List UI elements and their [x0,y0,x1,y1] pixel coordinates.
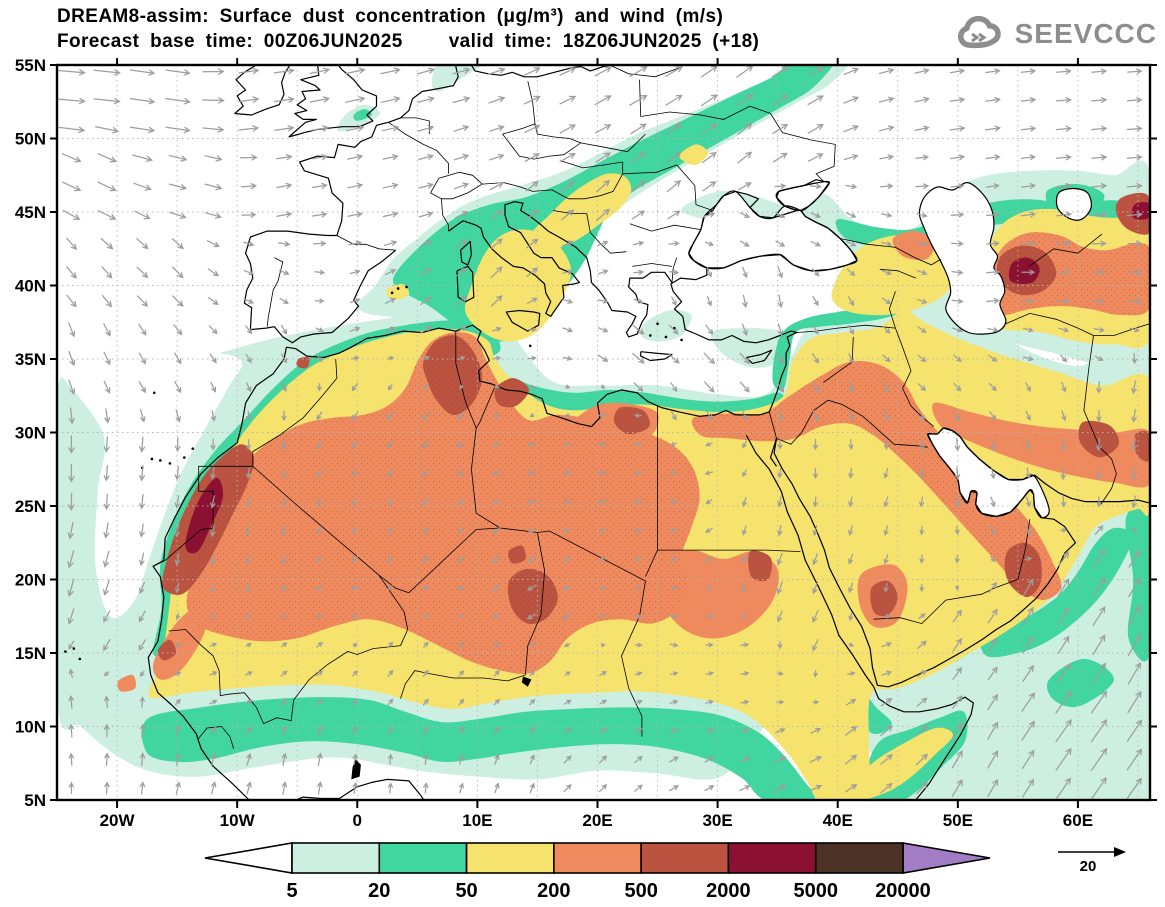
lon-label-0: 0 [353,811,362,830]
dust-region-caucasus-salmon [892,231,935,260]
lat-label-20N: 20N [15,571,46,590]
dust-region-balkan-yellow-arm [531,173,632,248]
dust-concentration-fills [57,65,1150,800]
dust-region-senegal-offshore-salmon [117,674,136,692]
colorbar-label-20: 20 [368,880,390,902]
chart-title: DREAM8-assim: Surface dust concentration… [57,6,724,27]
wind-vector-arrows [57,65,1143,800]
lon-label-50E: 50E [943,811,973,830]
wind-reference-arrow: 20 [1058,847,1126,875]
dust-region-atlantic-white-wedge [57,346,243,618]
wind-reference-value: 20 [1080,858,1097,875]
dust-region-morocco-brick-spot [296,356,310,369]
dust-region-sahel-teal-band [141,697,816,800]
colorbar-label-20000: 20000 [875,880,931,902]
colorbar-cell-2000 [727,842,817,874]
lon-label-20E: 20E [582,811,612,830]
colorbar-label-200: 200 [537,880,570,902]
seevccc-logo: SEEVCCC [955,16,1157,52]
colorbar-cell-5 [291,842,381,874]
dust-region-asir-brick [870,580,898,617]
chart-subtitle: Forecast base time: 00Z06JUN2025 valid ti… [57,31,759,53]
dust-region-iran-salmon-band [932,402,1150,488]
lat-label-10N: 10N [15,718,46,737]
dust-region-ne-corner-maroon [1131,202,1150,220]
lon-label-60E: 60E [1063,811,1093,830]
colorbar-label-2000: 2000 [706,880,751,902]
colorbar-cell-500 [640,842,730,874]
seevccc-cloud-icon [957,16,1001,49]
colorbar-label-500: 500 [624,880,657,902]
lat-label-30N: 30N [15,424,46,443]
lon-label-40E: 40E [823,811,853,830]
colorbar-label-5: 5 [286,880,297,902]
map-layers [57,65,1150,800]
valid-time: valid time: 18Z06JUN2025 (+18) [448,31,760,52]
colorbar-cell-20 [378,842,468,874]
colorbar-cell-200 [553,842,642,874]
map-axes: 55N 50N 45N 40N 35N 30N 25N 20N 15N 10N 5N 20W 10W 0 1… [15,56,1157,830]
colorbar-cell-50 [465,842,555,874]
country-borders [152,65,1150,749]
lat-label-25N: 25N [15,497,46,516]
black-sea [688,190,857,272]
dust-region-iran-edge-brick [1134,431,1150,462]
dust-region-senegal-salmon [152,605,207,680]
lon-label-10W: 10W [220,811,256,830]
lon-label-20W: 20W [100,811,136,830]
dust-region-cyprus-cyan-fringe [710,327,791,368]
lat-label-15N: 15N [15,644,46,663]
dust-region-aegean-cyan-fringe [639,310,692,342]
colorbar-cell-5000 [814,842,904,874]
dust-region-libya-egypt-coast-teal [499,375,787,418]
lat-label-50N: 50N [15,130,46,149]
dust-region-balearic-yellow-spot [386,283,410,301]
lat-label-5N: 5N [24,791,46,810]
dust-region-england-teal-spot [353,109,372,121]
colorbar-label-5000: 5000 [793,880,838,902]
dust-region-arabiansea-teal-2 [1046,658,1115,708]
dust-region-somalia-yellow [853,727,954,800]
lat-label-35N: 35N [15,350,46,369]
lat-label-40N: 40N [15,277,46,296]
colorbar-legend: 5 20 50 200 500 2000 5000 20000 [204,842,991,902]
dust-region-senegal-brick [157,639,177,661]
dust-region-sudan-salmon [657,549,779,639]
dust-region-ukraine-yellow-spot [679,144,709,166]
dust-region-sudan-brick [748,550,772,582]
seevccc-logo-text: SEEVCCC [1014,18,1157,49]
lon-label-10E: 10E [462,811,492,830]
lat-label-55N: 55N [15,56,46,75]
lat-label-45N: 45N [15,203,46,222]
colorbar-label-50: 50 [455,880,477,902]
caspian-sea [919,182,1006,335]
dust-region-arabiansea-teal [979,527,1134,658]
forecast-base-time: Forecast base time: 00Z06JUN2025 [57,31,403,52]
lon-label-30E: 30E [702,811,732,830]
